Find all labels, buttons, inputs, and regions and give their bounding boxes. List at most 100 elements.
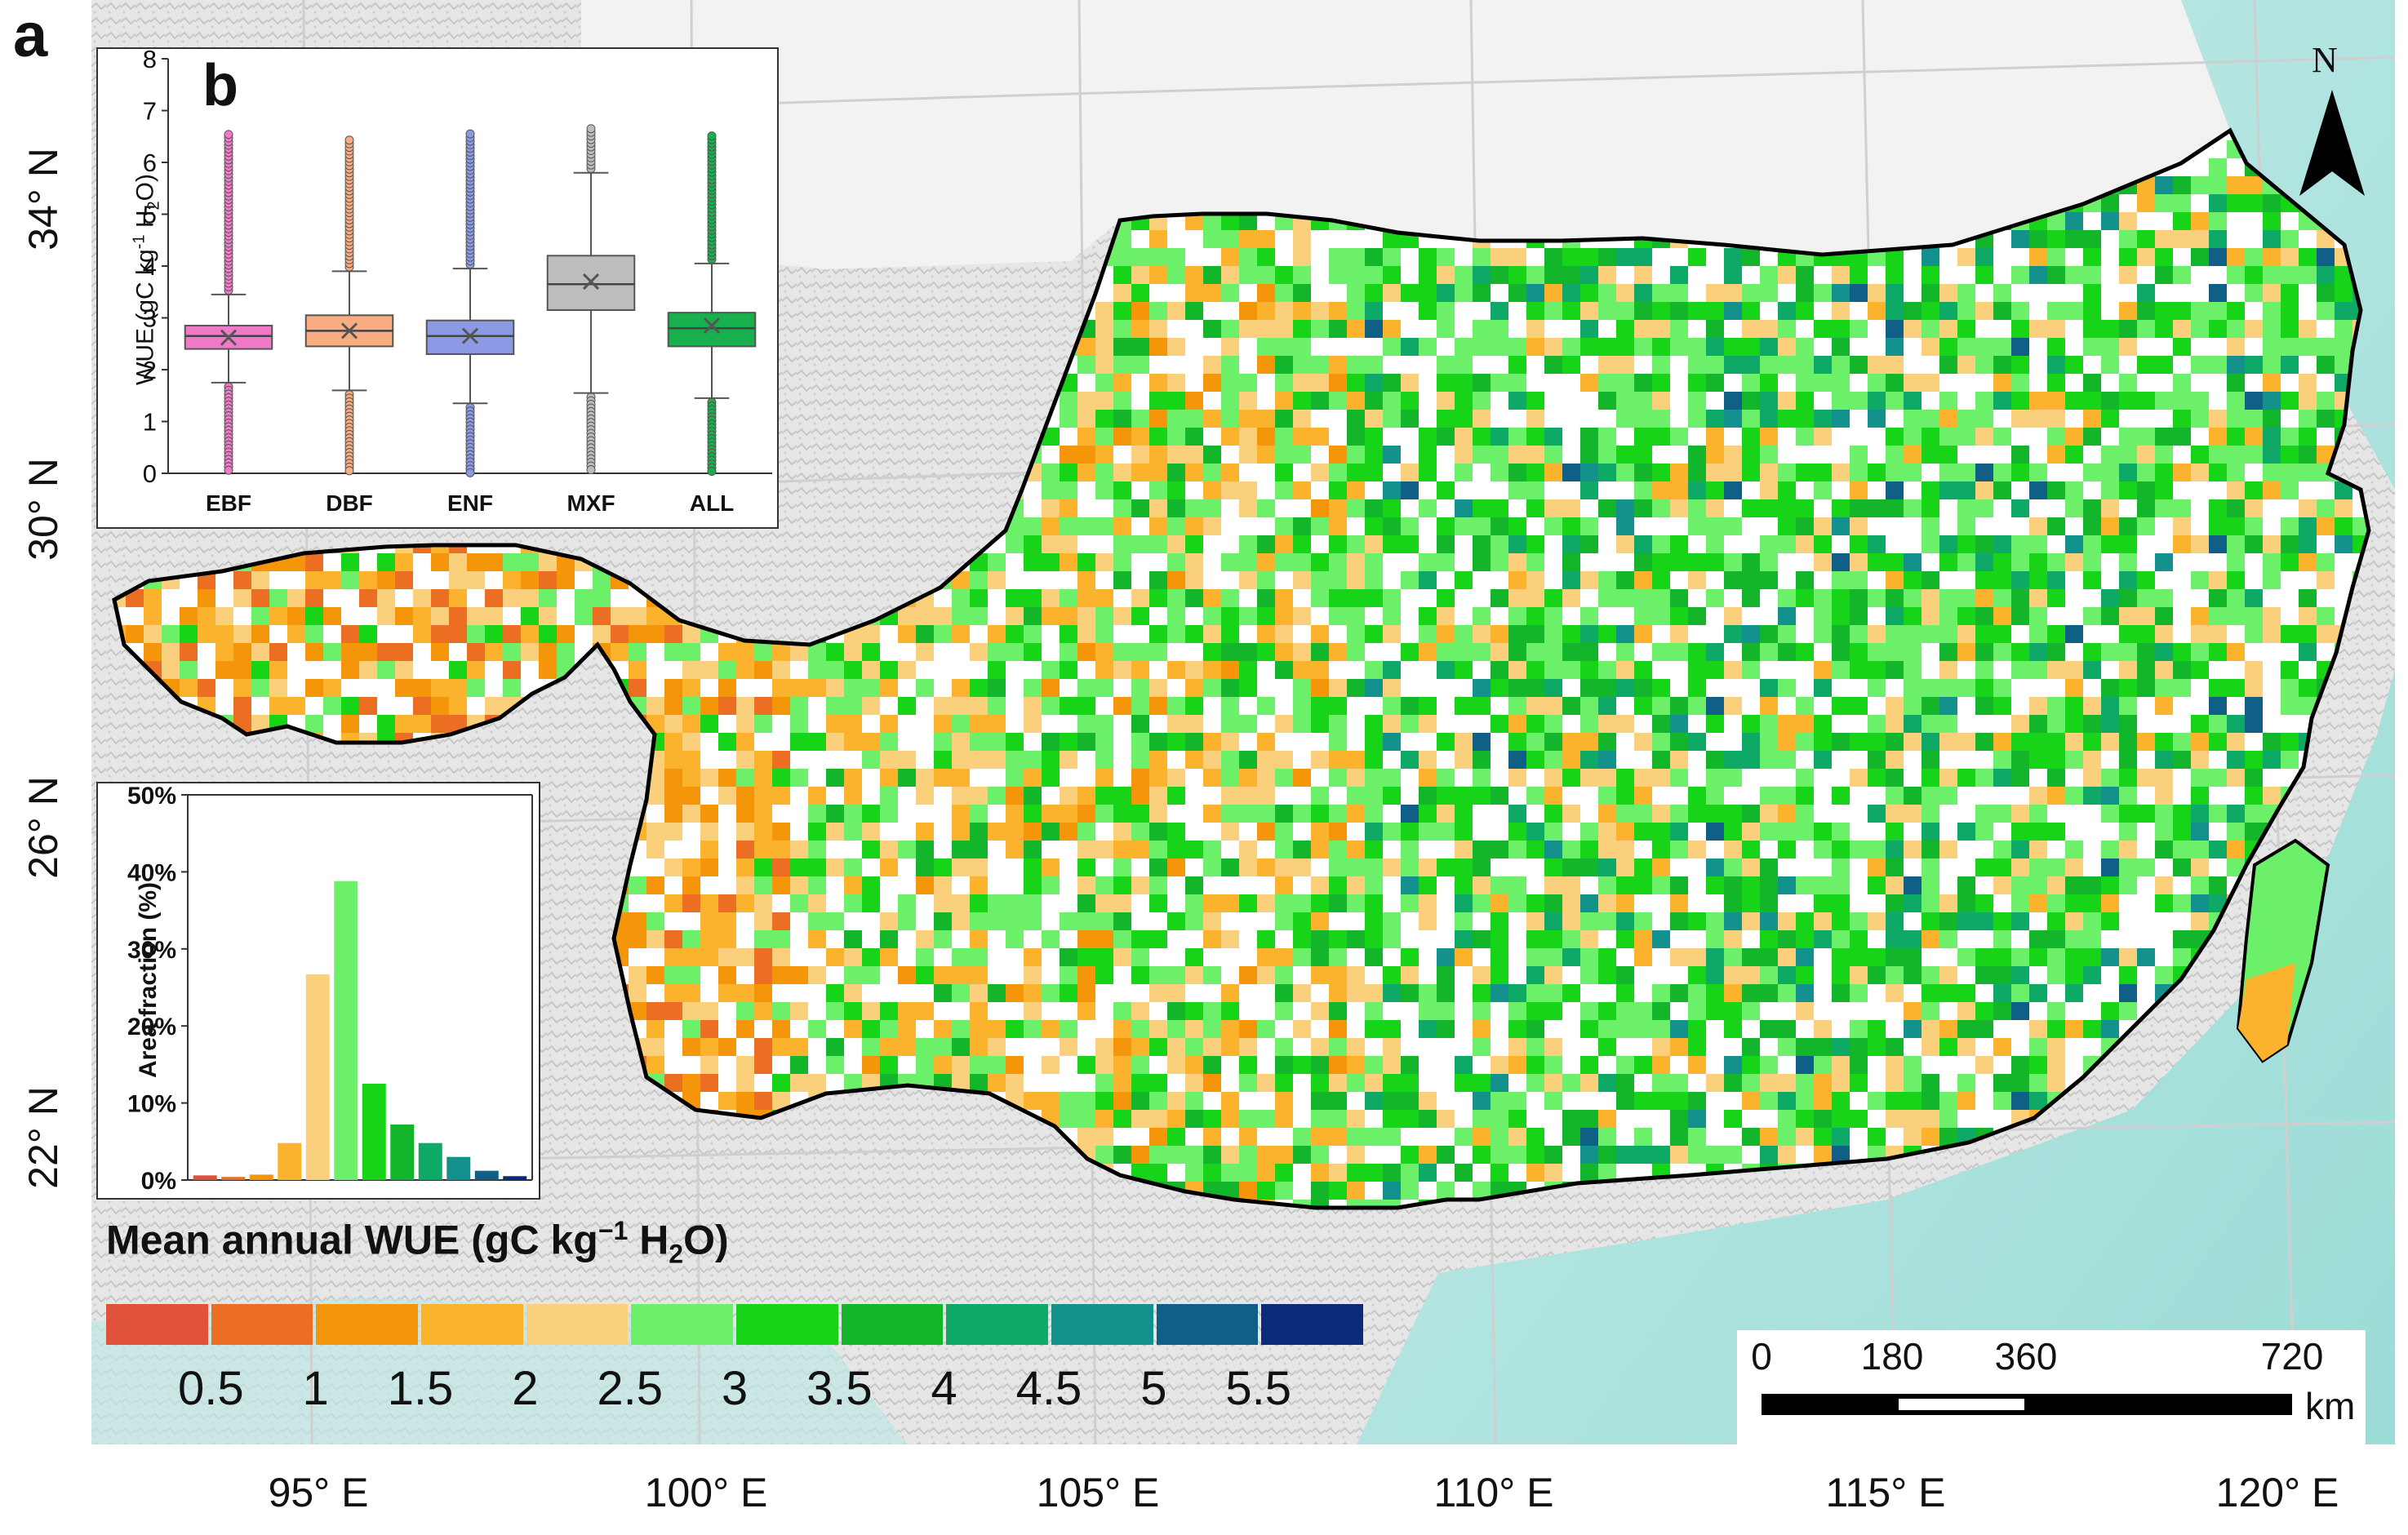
- box-mean-marker: [461, 327, 479, 344]
- legend-swatch: [1156, 1304, 1259, 1345]
- box-mxf: MXF: [546, 124, 636, 516]
- north-arrow-label: N: [2312, 40, 2338, 80]
- boxplot-ytick-label: 3: [143, 304, 157, 333]
- legend-swatch: [526, 1304, 629, 1345]
- panel-letter-a: a: [13, 1, 48, 70]
- scalebar-tick-0: 0: [1751, 1335, 1772, 1378]
- hist-bar: [278, 1142, 302, 1180]
- legend-label: 1.5: [387, 1362, 454, 1415]
- lon-label-100: 100° E: [644, 1470, 768, 1515]
- lat-label-26: 26° N: [20, 776, 66, 879]
- box-enf: ENF: [425, 129, 515, 516]
- legend-swatch: [316, 1304, 419, 1345]
- lon-label-120: 120° E: [2215, 1470, 2339, 1515]
- hist-bar: [390, 1125, 415, 1180]
- box-mean-marker: [582, 273, 600, 291]
- hist-ytick-label: 40%: [127, 859, 176, 886]
- scalebar-tick-720: 720: [2260, 1335, 2324, 1378]
- box-outlier: [586, 124, 596, 134]
- hist-bar: [221, 1177, 246, 1180]
- legend-label: 0.5: [178, 1362, 244, 1415]
- legend-swatch: [1051, 1304, 1153, 1345]
- legend-swatch: [106, 1304, 208, 1345]
- lat-label-22: 22° N: [20, 1086, 66, 1189]
- boxplot-category-label: ENF: [447, 490, 493, 516]
- taiwan-south: [2238, 963, 2295, 1061]
- boxplot-ytick-label: 5: [143, 201, 157, 229]
- boxplot-category-label: MXF: [566, 490, 615, 516]
- box-outlier: [465, 129, 475, 139]
- boxplot-ytick-label: 2: [143, 356, 157, 384]
- legend-label: 3: [721, 1362, 749, 1415]
- legend-swatch: [421, 1304, 523, 1345]
- boxplot-inset: 0 1 2 3 4 5 6 7 8 EBF DBF ENF MXF ALL b WUE (gC kg-1…: [96, 45, 779, 529]
- boxplot-ytick-label: 8: [143, 49, 157, 73]
- boxplot-ytick-label: 4: [143, 252, 157, 281]
- scalebar-white-segment: [1899, 1399, 2024, 1410]
- legend-swatch: [631, 1304, 734, 1345]
- boxplot-canvas: 0 1 2 3 4 5 6 7 8 EBF DBF ENF MXF ALL: [143, 45, 772, 516]
- box-outlier: [465, 468, 475, 477]
- box-ebf: EBF: [184, 130, 273, 516]
- legend-label: 5: [1140, 1362, 1167, 1415]
- box-outlier: [224, 130, 233, 140]
- hist-ytick-label: 50%: [127, 783, 176, 810]
- panel-letter-b: b: [202, 53, 238, 118]
- boxplot-ytick-label: 6: [143, 149, 157, 177]
- northern-land: [581, 0, 2230, 269]
- hist-bar: [503, 1176, 527, 1180]
- lat-label-30: 30° N: [20, 458, 66, 561]
- boxplot-ytick-label: 1: [143, 408, 157, 437]
- boxplot-category-label: ALL: [690, 490, 734, 516]
- scalebar-box: [1737, 1330, 2366, 1444]
- legend-label: 4: [931, 1362, 957, 1415]
- lat-label-34: 34° N: [20, 148, 66, 251]
- legend-swatch: [946, 1304, 1049, 1345]
- map-canvas: [91, 0, 2395, 1444]
- legend-swatch: [841, 1304, 944, 1345]
- legend-label: 4.5: [1015, 1362, 1082, 1415]
- north-arrow: [2299, 90, 2365, 196]
- legend-label: 5.5: [1225, 1362, 1291, 1415]
- hist-bar: [474, 1170, 499, 1180]
- scalebar-tick-360: 360: [1994, 1335, 2058, 1378]
- box-outlier: [224, 465, 233, 475]
- hist-bar: [249, 1174, 273, 1180]
- box-body: [667, 312, 757, 348]
- scalebar-tick-180: 180: [1860, 1335, 1924, 1378]
- legend-label: 3.5: [806, 1362, 873, 1415]
- hist-bar: [334, 881, 358, 1180]
- box-all: ALL: [667, 131, 757, 516]
- box-mean-marker: [703, 317, 721, 335]
- boxplot-category-label: DBF: [326, 490, 373, 516]
- legend-label: 1: [302, 1362, 329, 1415]
- histogram-inset: 0% 10% 20% 30% 40% 50% Area fraction (%): [96, 782, 540, 1200]
- hist-bar: [305, 974, 330, 1180]
- box-outlier: [707, 466, 717, 476]
- box-mean-marker: [220, 329, 238, 346]
- boxplot-ylabel: WUE (gC kg-1 H2O): [130, 174, 163, 385]
- boxplot-ytick-label: 0: [143, 459, 157, 488]
- box-outlier: [344, 466, 354, 476]
- hist-bar: [193, 1175, 217, 1180]
- hist-bar: [418, 1142, 442, 1180]
- hist-ytick-label: 20%: [127, 1014, 176, 1040]
- hist-ytick-label: 0%: [141, 1168, 176, 1195]
- scalebar-unit: km: [2305, 1385, 2356, 1427]
- map-frame: N: [91, 0, 2395, 1444]
- boxplot-ytick-label: 7: [143, 97, 157, 126]
- box-dbf: DBF: [304, 135, 394, 516]
- lon-label-95: 95° E: [268, 1470, 369, 1515]
- box-mean-marker: [340, 322, 358, 339]
- hist-ytick-label: 10%: [127, 1091, 176, 1118]
- box-outlier: [586, 465, 596, 475]
- lon-label-115: 115° E: [1825, 1470, 1946, 1515]
- legend-swatch: [736, 1304, 838, 1345]
- legend-title: Mean annual WUE (gC kg−1 H2O): [106, 1216, 729, 1269]
- legend-label: 2: [512, 1362, 539, 1415]
- lon-label-105: 105° E: [1036, 1470, 1160, 1515]
- histogram-canvas: 0% 10% 20% 30% 40% 50%: [127, 783, 533, 1195]
- histogram-ylabel: Area fraction (%): [135, 881, 162, 1079]
- legend-label: 2.5: [597, 1362, 663, 1415]
- boxplot-category-label: EBF: [206, 490, 251, 516]
